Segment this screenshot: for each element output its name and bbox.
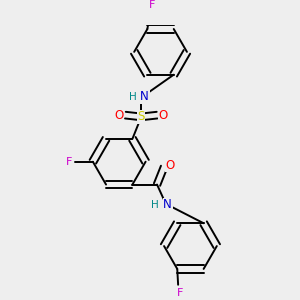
Text: N: N xyxy=(163,198,172,211)
Text: S: S xyxy=(137,110,145,123)
Text: F: F xyxy=(148,0,155,10)
Text: H: H xyxy=(128,92,136,102)
Text: O: O xyxy=(166,159,175,172)
Text: H: H xyxy=(151,200,158,210)
Text: O: O xyxy=(115,109,124,122)
Text: F: F xyxy=(66,157,72,167)
Text: N: N xyxy=(140,90,149,103)
Text: F: F xyxy=(177,288,183,298)
Text: O: O xyxy=(159,109,168,122)
